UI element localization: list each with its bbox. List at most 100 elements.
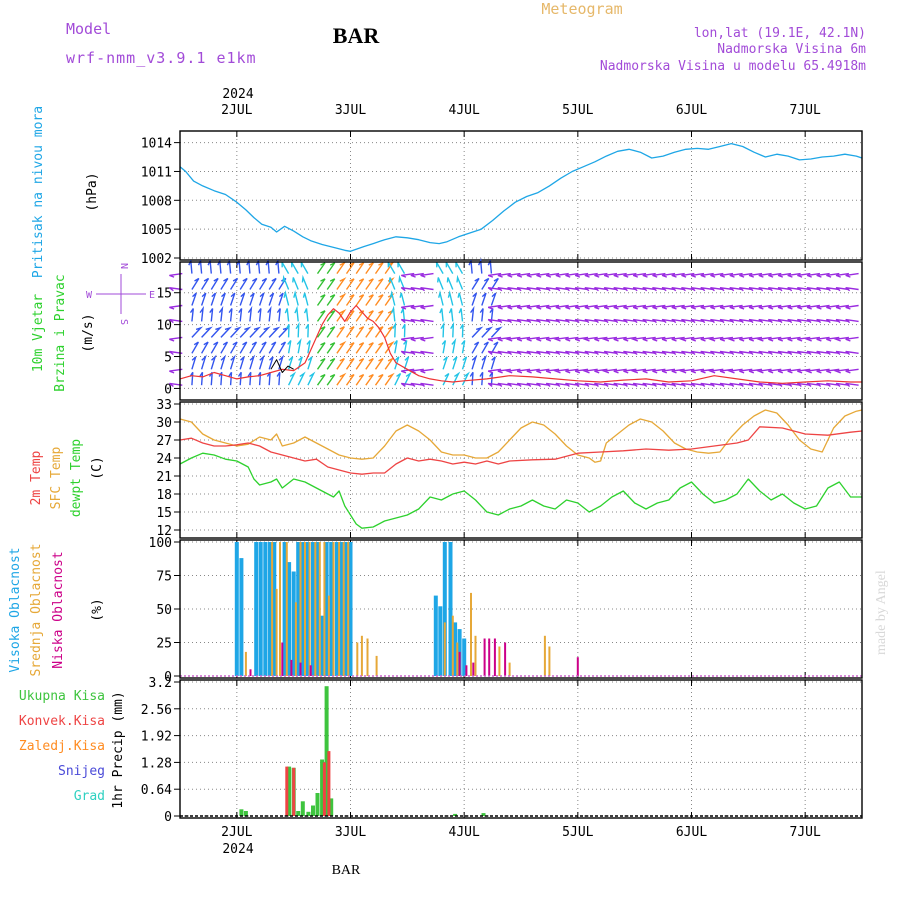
wind-panel: 0 5 10 15 <box>156 257 863 401</box>
wind-arrow <box>345 262 355 275</box>
wind-arrow <box>545 318 560 324</box>
precip-bar <box>481 813 486 816</box>
wind-arrow <box>710 318 724 324</box>
wind-arrow <box>719 287 734 292</box>
wind-arrow <box>613 350 627 356</box>
wind-arrow <box>825 382 840 387</box>
wind-arrow <box>748 287 763 292</box>
wind-arrow <box>355 294 365 306</box>
wind-arrow <box>816 368 830 374</box>
2m-temp-line <box>179 426 863 475</box>
wind-arrow <box>729 304 743 310</box>
wind-arrow <box>603 382 618 387</box>
wind-arrow <box>238 308 243 322</box>
wind-arrow <box>845 336 859 342</box>
wind-arrow <box>816 336 830 342</box>
precip-bar <box>453 813 458 816</box>
wind-arrow <box>228 308 233 322</box>
wind-arrow <box>652 350 666 356</box>
pressure-unit: (hPa) <box>85 172 100 211</box>
y-tick-label: 15 <box>156 287 172 302</box>
wind-arrow <box>623 318 637 324</box>
wind-arrow <box>191 292 197 306</box>
wind-arrow <box>690 350 705 356</box>
wind-arrow <box>471 277 480 290</box>
wind-arrow <box>384 340 395 354</box>
wind-arrow <box>249 277 258 290</box>
cloud-bar <box>263 542 268 676</box>
wind-arrow <box>336 292 347 306</box>
compass-east: E <box>149 290 155 301</box>
wind-arrow <box>710 350 724 356</box>
wind-arrow <box>710 287 724 292</box>
wind-arrow <box>613 382 627 387</box>
cloud-bar <box>296 542 301 676</box>
wind-arrow <box>738 350 753 356</box>
wind-arrow <box>545 382 560 387</box>
wind-arrow <box>490 326 503 338</box>
wind-arrow <box>642 304 656 310</box>
wind-arrow <box>845 287 859 292</box>
cloud-ylabel-high: Visoka Oblacnost <box>8 547 23 672</box>
pressure-line <box>179 142 863 252</box>
precip-bar <box>324 686 329 816</box>
wind-arrow <box>365 342 374 354</box>
wind-arrow <box>199 305 204 322</box>
precip-bar <box>239 809 244 816</box>
wind-arrow <box>536 287 550 292</box>
wind-arrow <box>169 304 183 310</box>
wind-arrow <box>816 350 830 356</box>
wind-arrow <box>797 272 811 278</box>
wind-arrow <box>516 368 531 374</box>
wind-arrow <box>481 292 487 306</box>
wind-arrow <box>210 292 217 306</box>
wind-arrow <box>758 287 772 292</box>
wind-arrow <box>806 350 820 356</box>
wind-arrow <box>291 261 299 274</box>
wind-arrow <box>450 321 455 338</box>
precip-legend-total: Ukupna Kisa <box>19 689 105 704</box>
wind-arrow <box>442 373 450 386</box>
wind-arrow <box>326 357 336 370</box>
wind-arrow <box>553 368 569 374</box>
wind-arrow <box>545 304 560 310</box>
wind-arrow <box>497 350 511 356</box>
wind-arrow <box>479 308 484 322</box>
wind-arrow <box>191 341 200 354</box>
wind-arrow <box>816 318 830 324</box>
wind-arrow <box>295 321 300 338</box>
precip-bar <box>306 811 311 816</box>
wind-arrow <box>526 368 540 374</box>
wind-arrow <box>632 272 647 278</box>
wind-arrow <box>565 272 579 278</box>
precip-bar <box>296 811 301 816</box>
wind-arrow <box>787 368 801 374</box>
wind-arrow <box>623 368 637 374</box>
wind-arrow <box>210 326 223 338</box>
cloud-bar <box>470 592 472 676</box>
wind-arrow <box>228 371 233 386</box>
wind-ylabel-2: Brzina i Pravac <box>53 274 68 391</box>
wind-arrow <box>690 272 705 278</box>
wind-arrow <box>632 318 647 324</box>
y-tick-label: 15 <box>156 506 172 521</box>
wind-arrow <box>268 292 275 306</box>
wind-arrow <box>281 261 290 274</box>
wind-arrow <box>584 350 598 356</box>
wind-arrow <box>700 304 714 310</box>
wind-arrow <box>729 350 743 356</box>
compass-south: S <box>118 319 129 325</box>
y-tick-label: 5 <box>164 351 172 366</box>
cloud-bar <box>504 642 507 676</box>
wind-arrow <box>584 272 598 278</box>
wind-arrow <box>835 272 849 278</box>
wind-arrow <box>681 350 695 356</box>
wind-arrow <box>632 304 647 310</box>
wind-arrow <box>825 350 840 356</box>
wind-arrow <box>326 294 336 306</box>
wind-arrow <box>345 294 355 306</box>
cloud-bar <box>309 665 312 676</box>
wind-arrow <box>287 340 292 354</box>
wind-arrow <box>365 326 374 338</box>
wind-arrow <box>316 310 326 322</box>
